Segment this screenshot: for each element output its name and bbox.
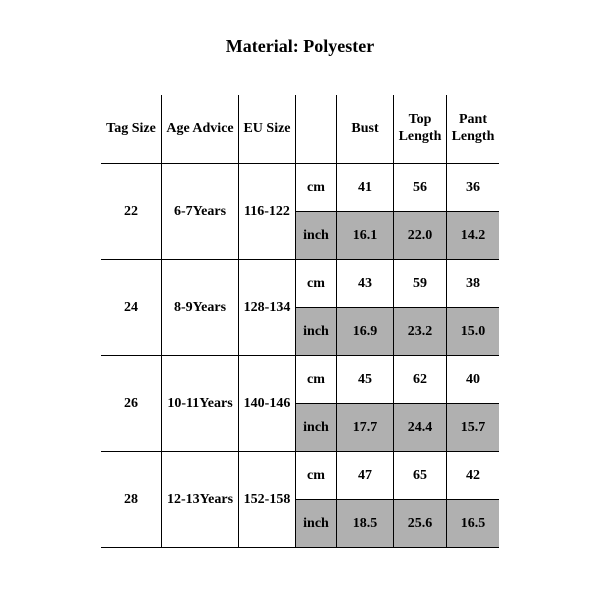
cell-tag: 24 bbox=[101, 260, 162, 356]
cell-bust-inch: 18.5 bbox=[337, 500, 394, 548]
cell-age: 10-11Years bbox=[162, 356, 239, 452]
col-pant-length: Pant Length bbox=[447, 95, 500, 164]
cell-unit-inch: inch bbox=[296, 308, 337, 356]
cell-bust-cm: 43 bbox=[337, 260, 394, 308]
cell-unit-cm: cm bbox=[296, 164, 337, 212]
cell-top-cm: 56 bbox=[394, 164, 447, 212]
cell-eu: 128-134 bbox=[239, 260, 296, 356]
cell-unit-inch: inch bbox=[296, 500, 337, 548]
cell-pant-cm: 38 bbox=[447, 260, 500, 308]
cell-tag: 26 bbox=[101, 356, 162, 452]
cell-bust-cm: 47 bbox=[337, 452, 394, 500]
cell-bust-cm: 45 bbox=[337, 356, 394, 404]
page: Material: Polyester Tag Size Age Advice … bbox=[0, 0, 600, 600]
cell-top-cm: 65 bbox=[394, 452, 447, 500]
cell-pant-inch: 15.7 bbox=[447, 404, 500, 452]
page-title: Material: Polyester bbox=[0, 36, 600, 57]
cell-top-inch: 23.2 bbox=[394, 308, 447, 356]
table-row: 28 12-13Years 152-158 cm 47 65 42 bbox=[101, 452, 499, 500]
cell-tag: 22 bbox=[101, 164, 162, 260]
cell-top-inch: 24.4 bbox=[394, 404, 447, 452]
col-tag-size: Tag Size bbox=[101, 95, 162, 164]
cell-top-inch: 22.0 bbox=[394, 212, 447, 260]
cell-top-inch: 25.6 bbox=[394, 500, 447, 548]
cell-tag: 28 bbox=[101, 452, 162, 548]
col-eu-size: EU Size bbox=[239, 95, 296, 164]
col-unit bbox=[296, 95, 337, 164]
cell-pant-cm: 42 bbox=[447, 452, 500, 500]
cell-bust-inch: 17.7 bbox=[337, 404, 394, 452]
cell-unit-inch: inch bbox=[296, 212, 337, 260]
cell-pant-inch: 15.0 bbox=[447, 308, 500, 356]
table-row: 24 8-9Years 128-134 cm 43 59 38 bbox=[101, 260, 499, 308]
cell-pant-cm: 40 bbox=[447, 356, 500, 404]
col-bust: Bust bbox=[337, 95, 394, 164]
cell-pant-inch: 14.2 bbox=[447, 212, 500, 260]
col-age-advice: Age Advice bbox=[162, 95, 239, 164]
header-row: Tag Size Age Advice EU Size Bust Top Len… bbox=[101, 95, 499, 164]
cell-top-cm: 62 bbox=[394, 356, 447, 404]
table-row: 22 6-7Years 116-122 cm 41 56 36 bbox=[101, 164, 499, 212]
cell-unit-cm: cm bbox=[296, 452, 337, 500]
size-table: Tag Size Age Advice EU Size Bust Top Len… bbox=[101, 95, 499, 548]
cell-bust-inch: 16.9 bbox=[337, 308, 394, 356]
col-top-length: Top Length bbox=[394, 95, 447, 164]
cell-pant-inch: 16.5 bbox=[447, 500, 500, 548]
cell-unit-inch: inch bbox=[296, 404, 337, 452]
cell-age: 12-13Years bbox=[162, 452, 239, 548]
table-row: 26 10-11Years 140-146 cm 45 62 40 bbox=[101, 356, 499, 404]
cell-unit-cm: cm bbox=[296, 356, 337, 404]
cell-bust-inch: 16.1 bbox=[337, 212, 394, 260]
cell-eu: 140-146 bbox=[239, 356, 296, 452]
cell-age: 6-7Years bbox=[162, 164, 239, 260]
cell-bust-cm: 41 bbox=[337, 164, 394, 212]
cell-age: 8-9Years bbox=[162, 260, 239, 356]
cell-eu: 116-122 bbox=[239, 164, 296, 260]
cell-eu: 152-158 bbox=[239, 452, 296, 548]
cell-pant-cm: 36 bbox=[447, 164, 500, 212]
cell-unit-cm: cm bbox=[296, 260, 337, 308]
cell-top-cm: 59 bbox=[394, 260, 447, 308]
